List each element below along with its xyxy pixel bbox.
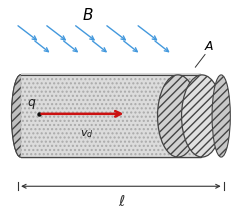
Ellipse shape [182,75,222,157]
Text: $q$: $q$ [27,97,36,111]
Text: $A$: $A$ [204,40,214,53]
Ellipse shape [157,75,198,157]
Text: $v_d$: $v_d$ [80,129,94,140]
Text: $\ell$: $\ell$ [118,194,125,209]
Ellipse shape [212,75,230,157]
Text: $B$: $B$ [82,7,94,23]
Ellipse shape [11,75,30,157]
Bar [21,73,201,159]
Bar [21,75,201,157]
Ellipse shape [11,75,30,157]
Bar [21,75,201,157]
Bar [21,75,201,157]
